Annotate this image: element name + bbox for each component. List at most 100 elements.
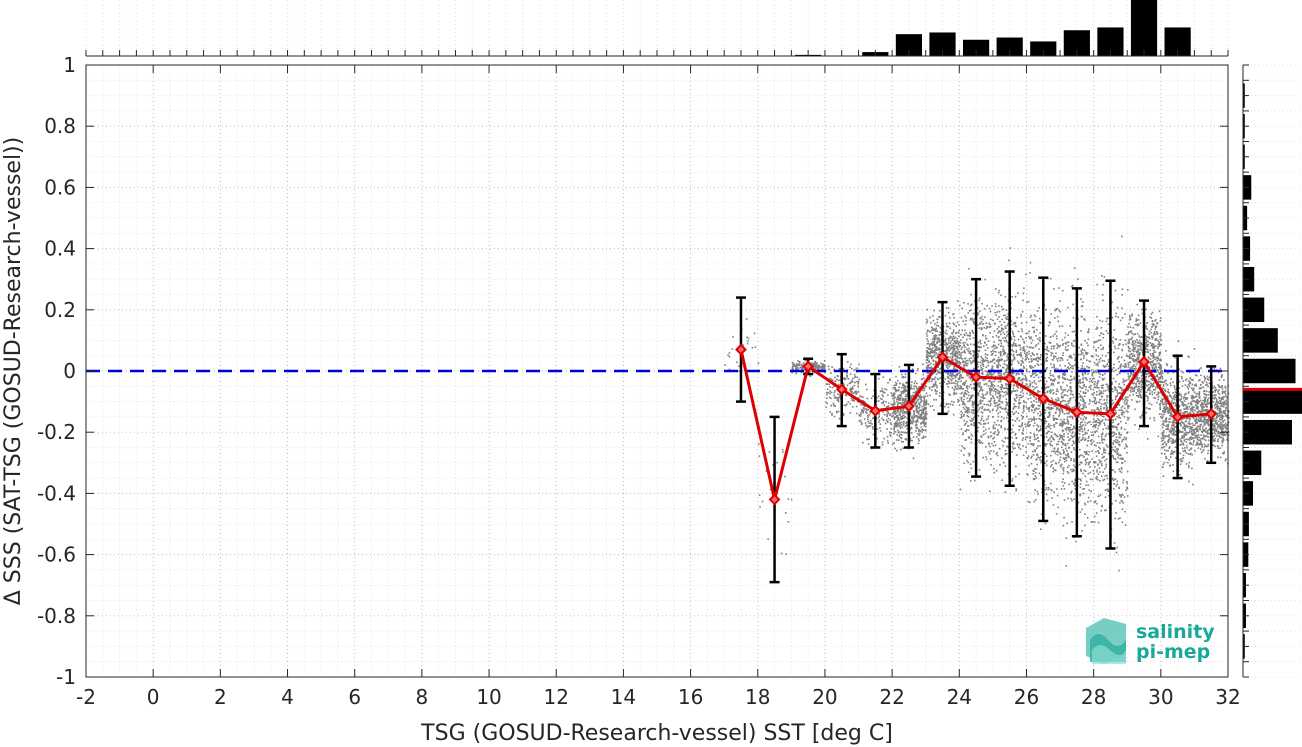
scatter-point [1084, 475, 1087, 478]
scatter-point [925, 416, 928, 419]
scatter-point [1124, 365, 1126, 367]
scatter-point [1049, 413, 1051, 416]
scatter-point [757, 443, 760, 445]
scatter-point [929, 351, 932, 353]
scatter-point [1013, 384, 1015, 386]
scatter-point [1006, 353, 1009, 356]
scatter-point [1082, 301, 1084, 303]
scatter-point [849, 366, 851, 368]
scatter-point [1087, 389, 1089, 392]
scatter-point [903, 411, 906, 413]
scatter-point [965, 405, 967, 408]
scatter-point [997, 359, 999, 362]
scatter-point [980, 441, 982, 443]
scatter-point [972, 350, 975, 353]
scatter-point [930, 380, 933, 383]
scatter-point [1043, 348, 1046, 351]
scatter-point [1027, 385, 1029, 388]
scatter-point [1007, 356, 1010, 359]
scatter-point [948, 365, 951, 368]
scatter-point [1092, 418, 1095, 420]
scatter-point [851, 379, 853, 382]
scatter-point [904, 399, 906, 401]
scatter-point [1084, 524, 1086, 527]
scatter-point [961, 329, 963, 332]
scatter-point [852, 398, 855, 400]
scatter-point [922, 435, 925, 438]
scatter-point [1111, 403, 1113, 406]
scatter-point [1060, 440, 1063, 443]
scatter-point [999, 406, 1001, 408]
scatter-point [1027, 442, 1030, 445]
scatter-point [1022, 454, 1025, 457]
scatter-point [987, 404, 989, 406]
scatter-point [976, 353, 979, 356]
scatter-point [934, 388, 937, 391]
scatter-point [857, 386, 859, 388]
scatter-point [1020, 364, 1022, 367]
scatter-point [1099, 471, 1101, 473]
scatter-point [1080, 480, 1082, 482]
scatter-point [1061, 339, 1064, 341]
scatter-point [982, 379, 985, 381]
scatter-point [915, 401, 918, 404]
scatter-point [1015, 465, 1017, 468]
scatter-point [1045, 352, 1047, 355]
scatter-point [1039, 356, 1042, 359]
scatter-point [872, 433, 875, 436]
scatter-point [952, 313, 954, 316]
scatter-point [1062, 354, 1064, 357]
scatter-point [988, 374, 990, 376]
scatter-point [1072, 345, 1075, 347]
scatter-point [999, 400, 1001, 403]
scatter-point [869, 422, 872, 424]
scatter-point [1056, 454, 1059, 456]
scatter-point [1004, 491, 1006, 493]
scatter-point [1026, 346, 1029, 348]
scatter-point [947, 403, 950, 405]
scatter-point [1118, 434, 1121, 436]
scatter-point [985, 327, 988, 330]
scatter-point [932, 355, 935, 358]
scatter-point [1035, 335, 1037, 337]
scatter-point [1020, 396, 1023, 399]
scatter-point [952, 342, 955, 345]
scatter-point [1005, 364, 1008, 366]
scatter-point [823, 371, 826, 374]
scatter-point [1096, 369, 1099, 371]
scatter-point [1066, 453, 1069, 456]
scatter-point [925, 392, 928, 395]
scatter-point [1050, 461, 1053, 463]
scatter-point [1088, 461, 1091, 464]
scatter-point [949, 372, 952, 375]
scatter-point [1067, 334, 1069, 336]
scatter-point [886, 420, 889, 423]
scatter-point [1055, 411, 1057, 414]
scatter-point [1090, 423, 1092, 426]
scatter-point [1019, 425, 1022, 428]
scatter-point [960, 316, 963, 319]
scatter-point [945, 346, 948, 349]
scatter-point [1093, 462, 1095, 464]
scatter-point [1118, 444, 1121, 447]
scatter-point [800, 366, 802, 369]
scatter-point [1059, 311, 1062, 313]
scatter-point [1097, 364, 1099, 367]
scatter-point [967, 344, 969, 347]
scatter-point [1077, 382, 1080, 385]
scatter-point [872, 395, 874, 397]
scatter-point [935, 362, 937, 364]
scatter-point [1093, 400, 1096, 403]
scatter-point [1012, 371, 1015, 374]
scatter-point [956, 346, 958, 348]
scatter-point [1018, 419, 1021, 422]
scatter-point [1084, 392, 1087, 394]
scatter-point [945, 306, 948, 309]
scatter-point [1061, 435, 1063, 438]
scatter-point [1011, 360, 1013, 362]
scatter-point [1055, 469, 1057, 472]
scatter-point [1046, 455, 1048, 458]
scatter-point [1082, 391, 1085, 393]
scatter-point [1027, 422, 1029, 425]
scatter-point [1116, 428, 1118, 431]
